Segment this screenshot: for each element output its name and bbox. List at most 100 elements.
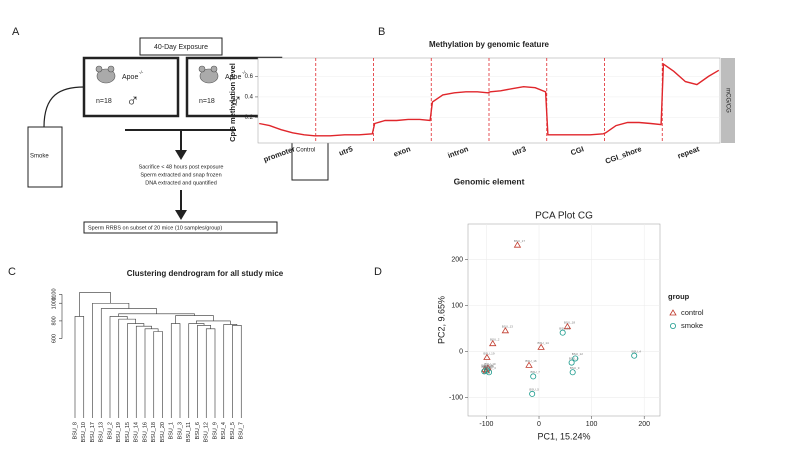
x-axis-label: PC1, 15.24% [537, 431, 590, 441]
strain: Apoe [225, 74, 241, 81]
x-tick-label: promoter [262, 144, 296, 164]
y-tick-label: 0 [459, 348, 463, 355]
dendrogram-link [109, 316, 128, 418]
dendrogram-link [118, 313, 195, 317]
leaf-label: BSU_17 [90, 422, 96, 443]
dendrogram-link [100, 308, 157, 418]
rrbs-box [83, 221, 278, 234]
point-label: BSU_8 [482, 365, 492, 369]
legend-label: control [681, 308, 704, 317]
point-label: BSU_11 [559, 326, 570, 330]
dendrogram-link [92, 302, 130, 418]
point-label: BSU_7 [530, 370, 540, 374]
y-tick-label: 600 [51, 334, 57, 343]
strain: Apoe [122, 74, 138, 81]
sex-symbol: ♂ [126, 90, 140, 110]
plot-frame [467, 223, 661, 417]
point-label: BSU_10 [484, 362, 496, 366]
point [530, 373, 537, 380]
point-label: BSU_1 [484, 364, 494, 368]
y-tick-label: 0.4 [245, 94, 254, 100]
smoke-box [27, 126, 63, 188]
point [572, 355, 579, 362]
x-tick-label: 0 [537, 421, 541, 428]
leaf-label: BSU_15 [125, 422, 131, 443]
legend-marker [669, 309, 677, 316]
x-axis-label: Genomic element [454, 176, 525, 186]
point-label: BSU_18 [564, 320, 576, 324]
smoke-label: Smoke [30, 154, 49, 160]
leaf-label: BSU_5 [230, 422, 236, 439]
point-label: BSU_4 [631, 349, 641, 353]
genotype: -/- [139, 70, 144, 75]
rrbs-label: Sperm RRBS on subset of 20 mice (10 samp… [88, 225, 222, 231]
x-tick-label: repeat [676, 144, 701, 160]
point [481, 368, 488, 375]
point [501, 327, 510, 334]
mouse-icon [95, 65, 219, 84]
step: DNA extracted and quantified [145, 180, 217, 186]
sample-size: n=18 [199, 98, 215, 105]
leaf-label: BSU_4 [221, 422, 227, 439]
dendrogram-link [79, 292, 112, 317]
leaf-label: BSU_6 [195, 422, 201, 439]
x-tick-label: utr3 [511, 144, 527, 157]
dendrogram-link [127, 323, 145, 418]
leaf-label: BSU_11 [186, 422, 192, 442]
point [529, 390, 536, 397]
leaf-label: BSU_2 [107, 422, 113, 439]
x-tick-label: CGI [569, 144, 585, 157]
leaf-label: BSU_12 [204, 422, 210, 443]
panel-label: A [12, 26, 20, 38]
leaf-label: BSU_10 [81, 422, 87, 443]
x-tick-label: utr5 [338, 144, 354, 157]
point [483, 367, 490, 374]
chart-title: PCA Plot CG [535, 211, 593, 222]
methylation-line [259, 62, 720, 137]
point [537, 343, 545, 350]
y-tick-label: 200 [451, 256, 463, 263]
point-label: BSU_3 [486, 366, 496, 370]
connector [43, 86, 85, 128]
point [568, 359, 575, 366]
point [631, 352, 638, 359]
facet-label: mCG/CG [724, 88, 730, 113]
y-axis-label: CpG methylation level [228, 63, 237, 142]
step: Sacrifice < 48 hours post exposure [139, 164, 224, 170]
x-tick-label: 100 [586, 421, 598, 428]
point-label: BSU_19 [483, 351, 495, 355]
y-tick-label: 100 [451, 302, 463, 309]
leaf-label: BSU_1 [169, 422, 175, 439]
y-tick-label: 1000 [51, 297, 57, 309]
sex-symbol: ♂ [229, 90, 243, 110]
point [559, 329, 566, 336]
dendrogram-link [205, 328, 216, 418]
point [563, 322, 572, 330]
leaf-label: BSU_3 [177, 422, 183, 439]
chart-title: Methylation by genomic feature [429, 40, 550, 49]
y-tick-label: -100 [449, 394, 463, 401]
dendrogram-link [144, 328, 159, 418]
panel-label: D [374, 266, 382, 278]
dendrogram-link [223, 324, 238, 418]
point-label: BSU_6 [569, 356, 579, 360]
leaf-label: BSU_9 [212, 422, 218, 439]
panel-label: C [8, 266, 16, 278]
y-axis-label: PC2, 9.65% [436, 296, 446, 344]
point-label: BSU_16 [525, 359, 537, 363]
point-label: BSU_12 [572, 352, 584, 356]
x-tick-label: intron [446, 144, 469, 160]
facet-strip [721, 58, 735, 143]
dendrogram-link [232, 325, 242, 418]
panel-label: B [378, 26, 385, 38]
legend-title: group [668, 292, 690, 301]
leaf-label: BSU_13 [99, 422, 105, 443]
leaf-label: BSU_20 [160, 422, 166, 443]
point-label: BSU_2 [490, 338, 500, 342]
genotype: -/- [242, 70, 247, 75]
exposure-label: 40-Day Exposure [154, 44, 208, 51]
dendrogram-link [197, 325, 211, 418]
control-label: Control [296, 148, 315, 154]
leaf-label: BSU_14 [134, 422, 140, 443]
